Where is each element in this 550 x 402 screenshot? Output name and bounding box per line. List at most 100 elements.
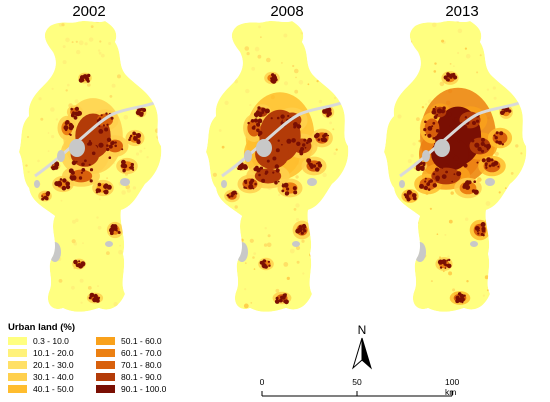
speckle	[349, 79, 351, 81]
speckle	[452, 288, 456, 292]
speckle	[51, 87, 54, 90]
urban-dot	[485, 166, 488, 169]
no-data-patch	[49, 242, 61, 262]
speckle	[494, 232, 498, 236]
speckle	[202, 182, 204, 185]
speckle	[61, 23, 65, 27]
speckle	[397, 21, 400, 24]
speckle	[87, 286, 92, 290]
urban-dot	[322, 137, 328, 143]
speckle	[465, 53, 471, 59]
urban-dot	[476, 161, 479, 164]
speckle	[55, 118, 59, 121]
speckle	[149, 194, 153, 198]
speckle	[97, 225, 102, 230]
urban-dot	[110, 116, 114, 120]
urban-dot	[441, 174, 447, 180]
scale-label-0: 0	[259, 377, 265, 387]
urban-dot	[424, 177, 427, 180]
urban-dot	[122, 163, 128, 169]
urban-dot	[463, 110, 466, 113]
speckle	[71, 41, 74, 44]
speckle	[411, 211, 414, 214]
urban-dot	[455, 299, 460, 304]
urban-dot	[275, 296, 279, 300]
urban-dot	[261, 178, 266, 183]
urban-dot	[422, 161, 426, 166]
speckle	[516, 194, 521, 199]
urban-dot	[89, 168, 94, 172]
urban-dot	[320, 138, 323, 140]
speckle	[62, 45, 66, 49]
urban-dot	[279, 298, 283, 303]
speckle	[245, 88, 250, 94]
speckle	[516, 232, 519, 235]
speckle	[316, 80, 319, 83]
speckle	[335, 148, 338, 151]
urban-dot	[436, 129, 440, 133]
speckle	[65, 89, 68, 92]
urban-dot	[317, 138, 321, 142]
speckle	[29, 221, 32, 224]
urban-dot	[41, 195, 43, 197]
speckle	[243, 303, 249, 309]
speckle	[344, 94, 348, 98]
urban-dot	[88, 296, 92, 300]
speckle	[50, 51, 54, 54]
urban-dot	[274, 164, 279, 169]
speckle	[502, 41, 507, 46]
urban-dot	[85, 76, 90, 82]
speckle	[125, 220, 129, 224]
urban-dot	[488, 164, 492, 168]
speckle	[525, 156, 527, 160]
urban-dot	[114, 141, 117, 144]
urban-dot	[111, 141, 115, 145]
speckle	[329, 121, 332, 125]
urban-dot	[277, 139, 280, 142]
urban-dot	[121, 148, 124, 151]
speckle	[327, 312, 329, 314]
urban-dot	[102, 124, 105, 127]
speckle	[34, 64, 37, 67]
speckle	[51, 135, 55, 139]
legend-swatch	[8, 385, 27, 393]
speckle	[487, 218, 492, 223]
map-title-2008: 2008	[270, 3, 304, 20]
urban-dot	[45, 196, 49, 201]
urban-dot	[73, 115, 78, 120]
speckle	[294, 68, 299, 74]
urban-dot	[90, 294, 93, 297]
speckle	[501, 71, 505, 76]
speckle	[292, 64, 295, 68]
speckle	[15, 266, 18, 271]
speckle	[158, 280, 162, 284]
no-data-patch	[236, 242, 248, 262]
urban-dot	[129, 136, 132, 139]
speckle	[335, 224, 338, 227]
speckle	[219, 258, 223, 262]
urban-dot	[264, 108, 270, 114]
urban-dot	[239, 166, 242, 170]
speckle	[289, 248, 295, 254]
urban-dot	[106, 144, 109, 147]
urban-dot	[325, 108, 329, 112]
urban-dot	[426, 182, 431, 187]
urban-dot	[448, 258, 451, 262]
no-data-patch	[470, 241, 478, 247]
speckle	[267, 234, 271, 238]
urban-dot	[117, 231, 121, 234]
speckle	[123, 270, 126, 273]
speckle	[51, 249, 54, 252]
urban-dot	[447, 112, 452, 117]
urban-dot	[427, 133, 432, 138]
urban-dot	[420, 165, 425, 170]
urban-dot	[307, 137, 313, 143]
speckle	[95, 21, 100, 24]
urban-dot	[70, 107, 73, 111]
speckle	[36, 226, 41, 231]
legend-item: 90.1 - 100.0	[96, 384, 166, 394]
urban-dot	[473, 180, 476, 183]
speckle	[19, 39, 22, 42]
urban-dot	[437, 133, 441, 137]
speckle	[485, 219, 488, 222]
